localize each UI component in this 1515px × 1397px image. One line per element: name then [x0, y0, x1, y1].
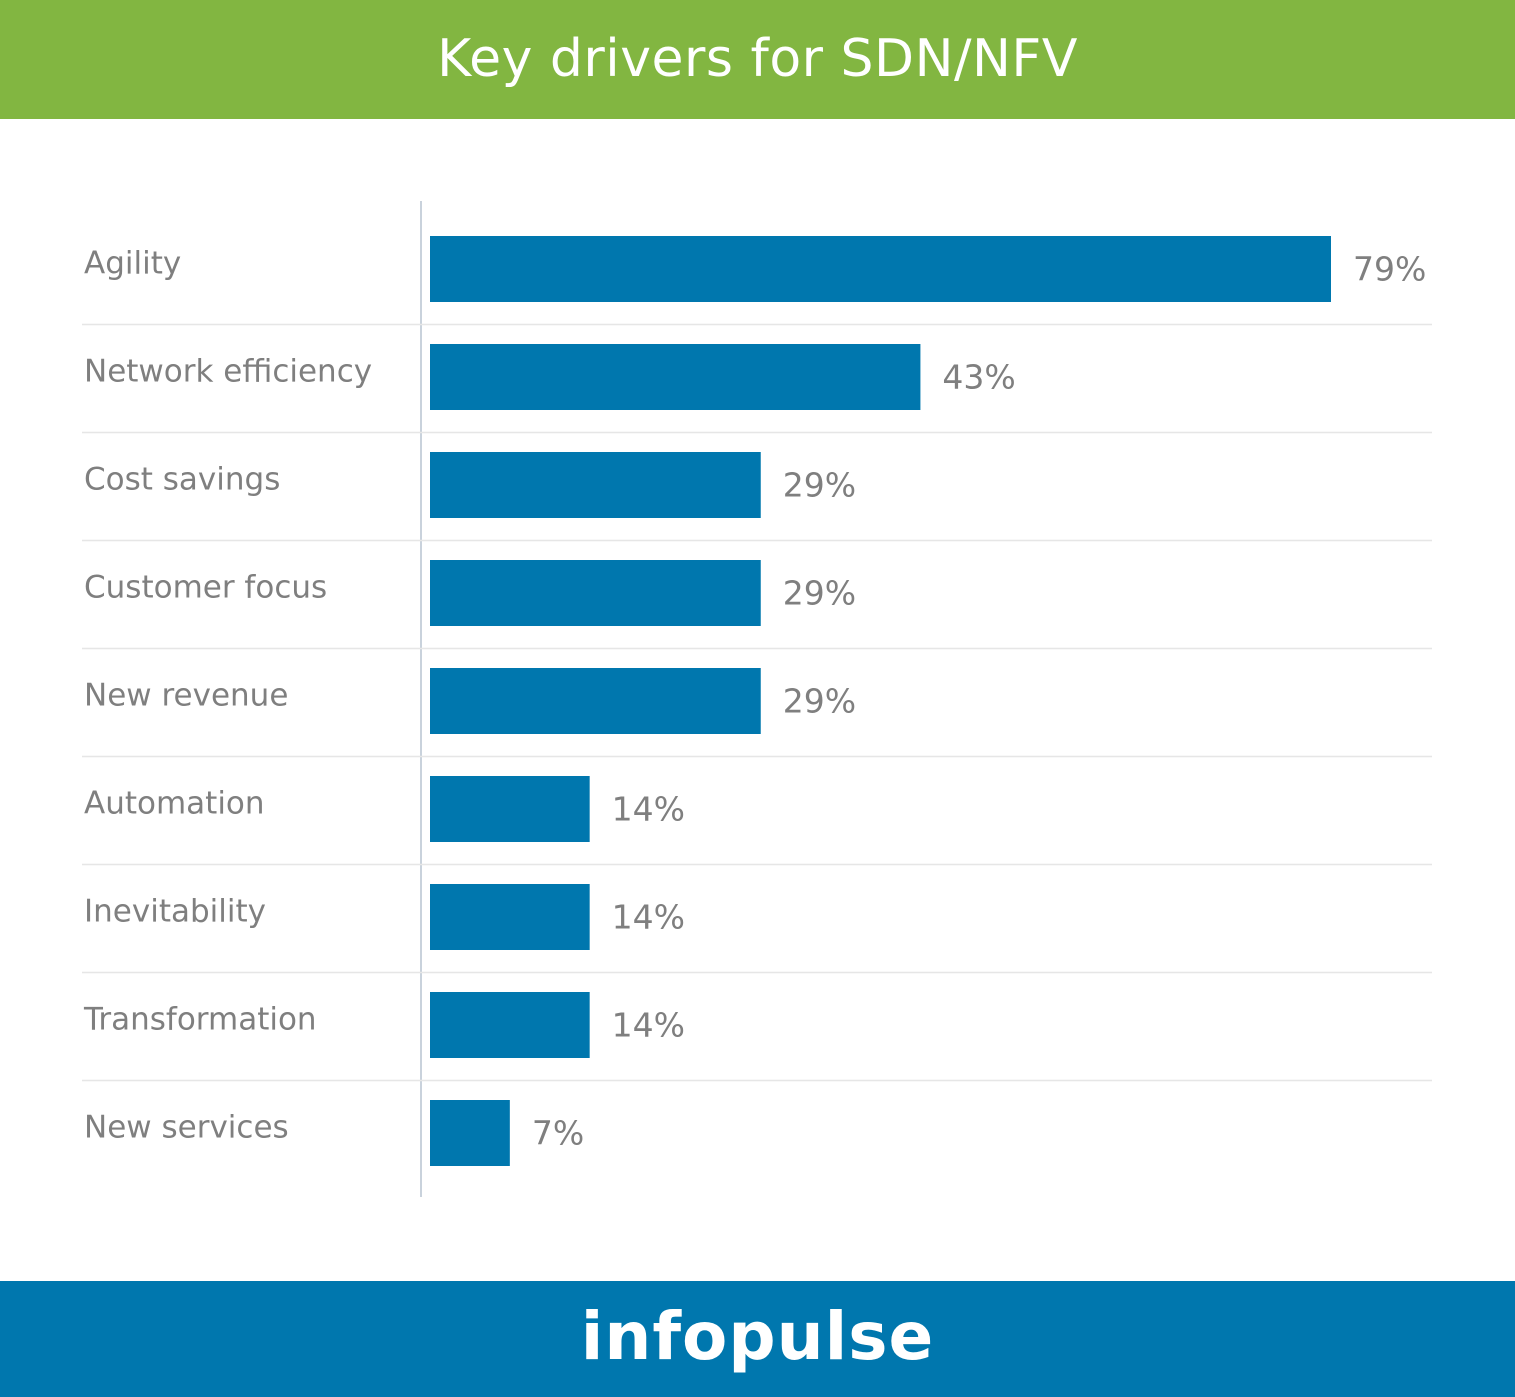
bar-chart-svg: Agility 79% Network efficiency 43% Cost savi…: [82, 201, 1432, 1197]
value-label: 29%: [783, 682, 856, 721]
value-label: 14%: [612, 898, 685, 937]
bar: [430, 992, 590, 1058]
value-label: 7%: [532, 1114, 584, 1153]
bar: [430, 776, 590, 842]
category-label: Transformation: [83, 1002, 317, 1038]
category-label: New services: [84, 1110, 289, 1146]
header-banner: Key drivers for SDN/NFV: [0, 0, 1515, 119]
bar-chart: Agility 79% Network efficiency 43% Cost savi…: [0, 119, 1515, 1281]
infopulse-logo: infopulse: [580, 1297, 935, 1375]
value-label: 14%: [612, 1006, 685, 1045]
category-label: Inevitability: [84, 894, 266, 930]
bar: [430, 884, 590, 950]
value-label: 43%: [942, 358, 1015, 397]
bar: [430, 560, 761, 626]
chart-title: Key drivers for SDN/NFV: [437, 28, 1078, 89]
category-label: Network efficiency: [84, 354, 372, 390]
category-label: New revenue: [84, 678, 288, 714]
value-label: 29%: [783, 574, 856, 613]
value-label: 14%: [612, 790, 685, 829]
value-label: 29%: [783, 466, 856, 505]
category-label: Agility: [84, 246, 181, 282]
bar: [430, 668, 761, 734]
value-label: 79%: [1353, 250, 1426, 289]
category-label: Customer focus: [84, 570, 327, 606]
bar: [430, 236, 1331, 302]
bar: [430, 344, 921, 410]
category-label: Automation: [84, 786, 265, 822]
bar: [430, 452, 761, 518]
footer-banner: infopulse: [0, 1281, 1515, 1397]
category-label: Cost savings: [84, 462, 280, 498]
bar: [430, 1100, 510, 1166]
